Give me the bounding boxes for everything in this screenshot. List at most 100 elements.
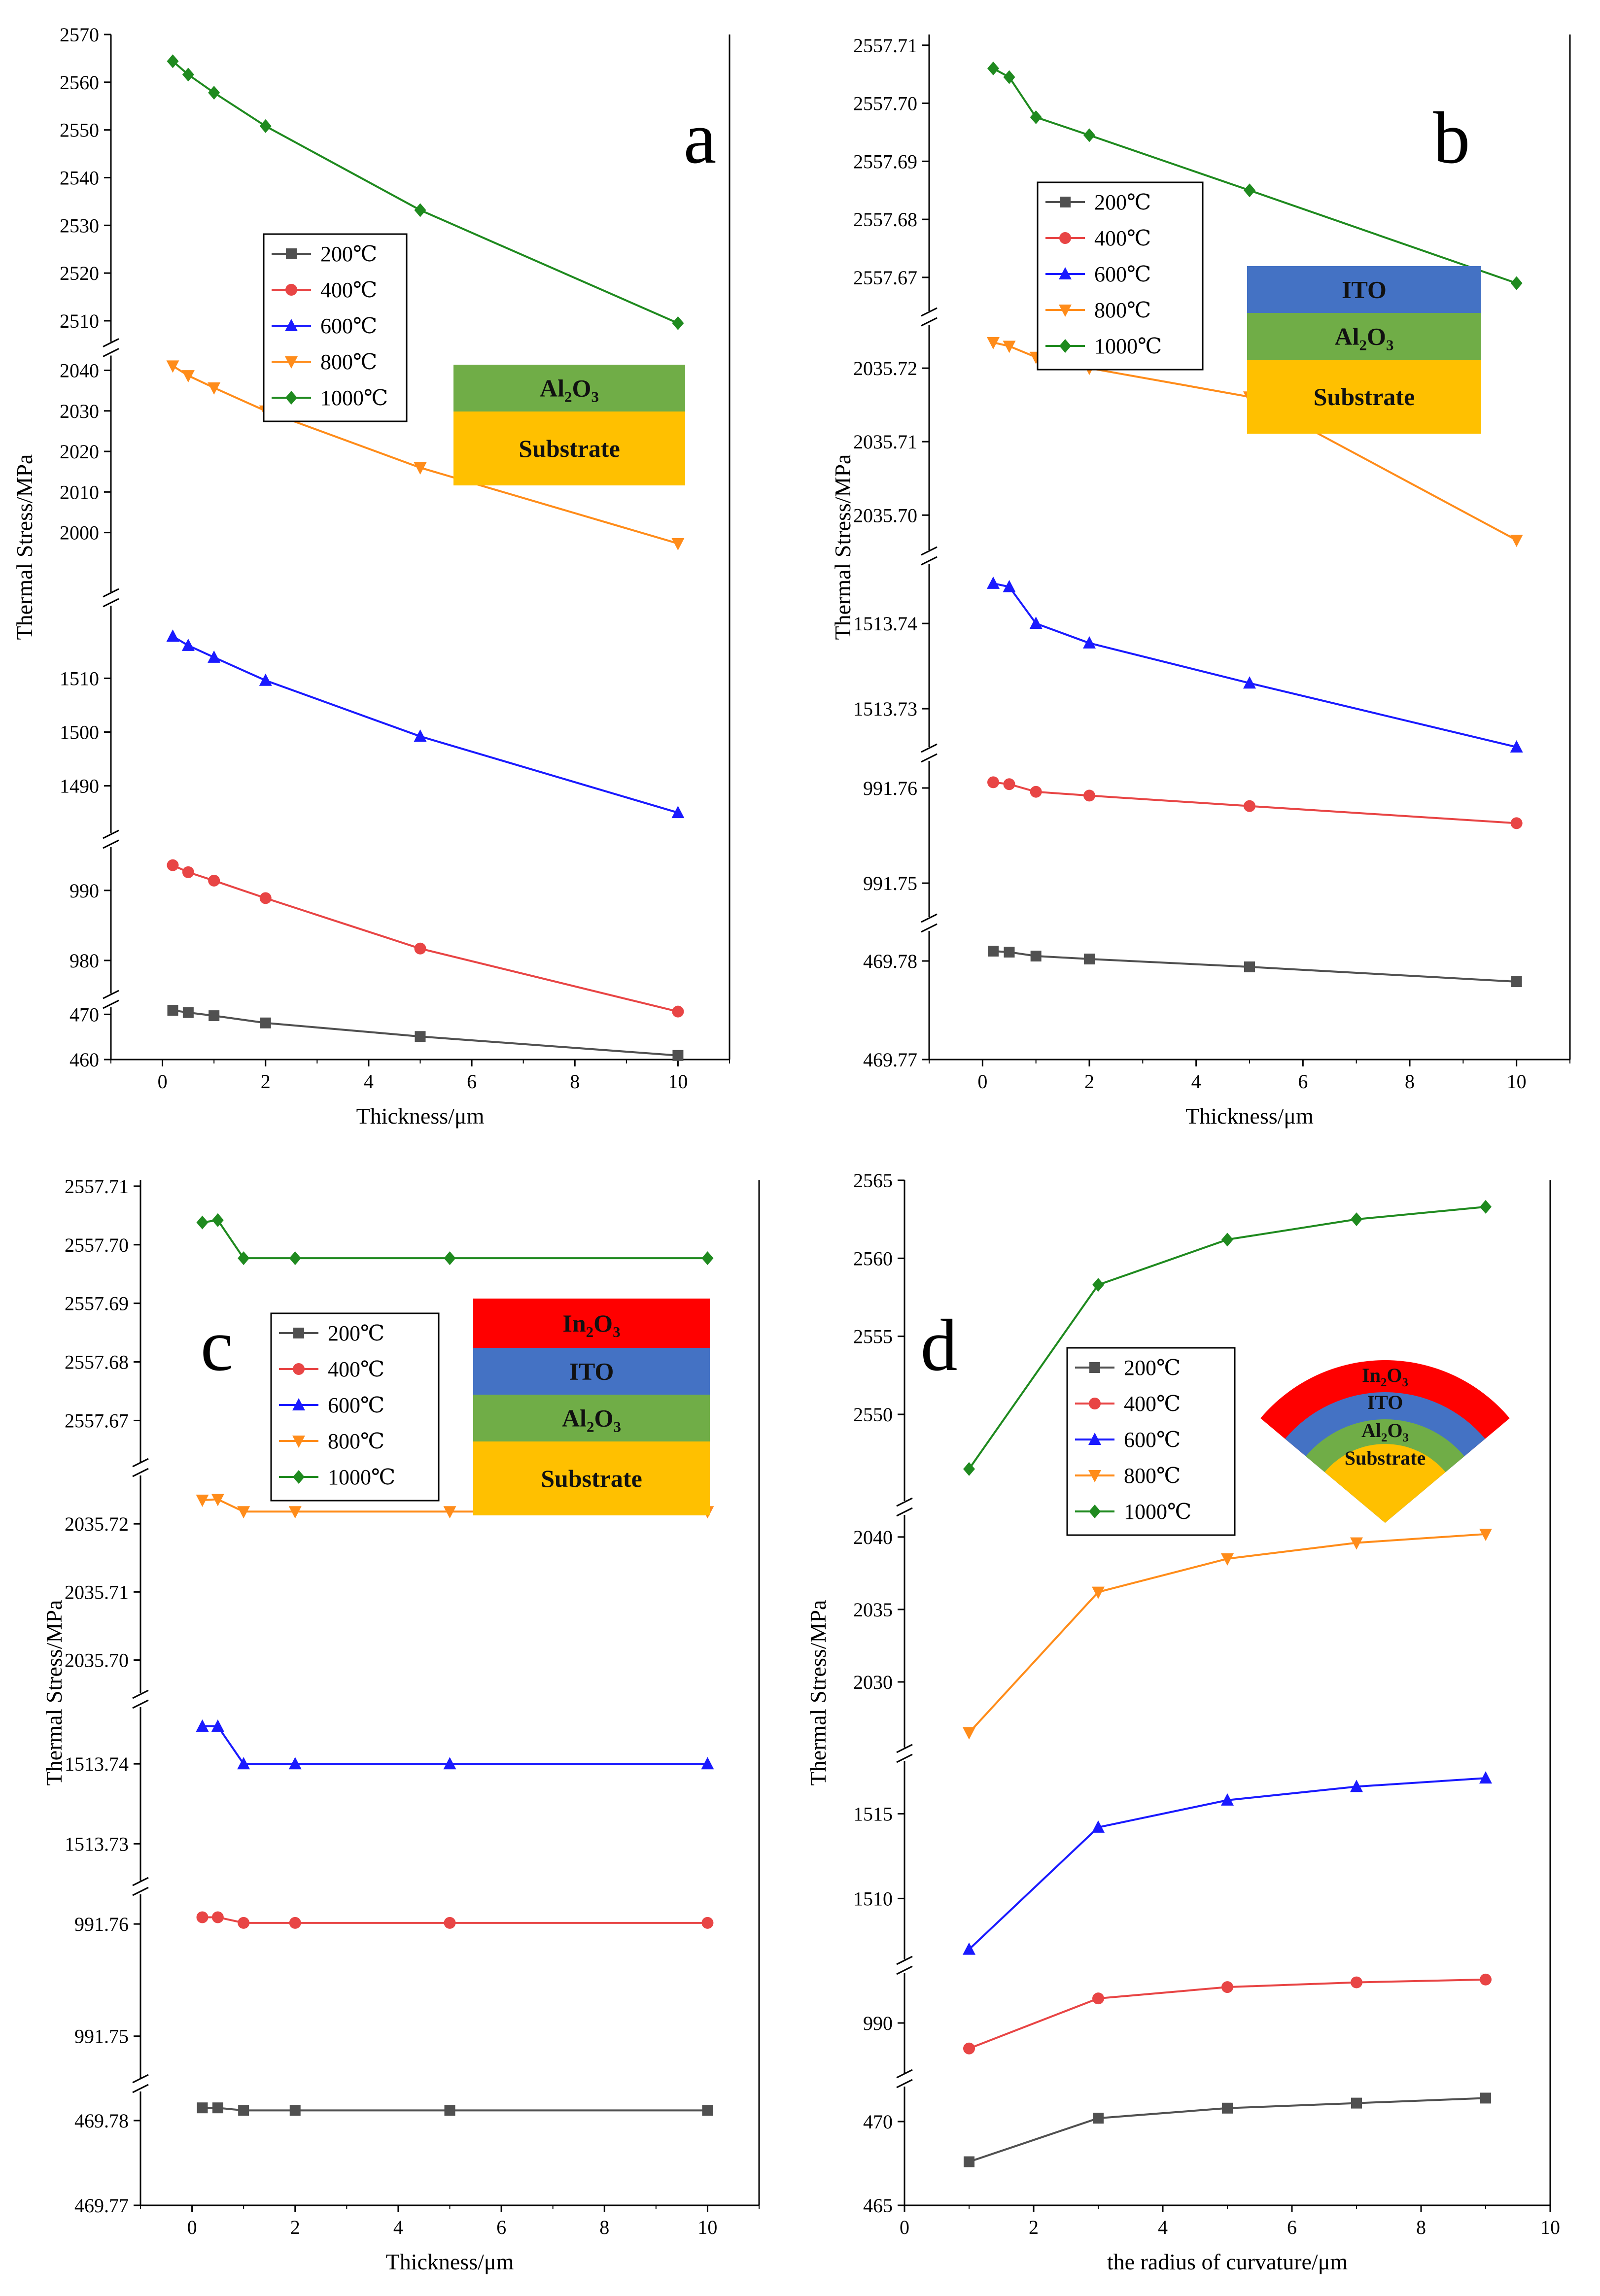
axis-break-gap	[896, 1501, 913, 1515]
y-tick-label: 2510	[60, 310, 99, 332]
data-point	[211, 1719, 224, 1732]
data-point	[288, 1506, 302, 1519]
x-tick-label: 0	[900, 2216, 909, 2238]
layer-label: ITO	[1367, 1391, 1403, 1413]
data-point	[672, 1005, 684, 1018]
series-600℃	[963, 1771, 1492, 1955]
panel-label: c	[201, 1304, 234, 1386]
y-tick-label: 2035.72	[65, 1513, 129, 1535]
series-line	[202, 1725, 708, 1765]
data-point	[1083, 789, 1095, 802]
data-point	[167, 859, 179, 871]
data-point	[414, 729, 427, 742]
data-point	[963, 1462, 975, 1476]
series-400℃	[167, 859, 684, 1018]
layer-In2O3	[473, 1299, 710, 1348]
x-axis-title: Thickness/μm	[356, 1103, 485, 1129]
layer-label: Substrate	[1314, 383, 1415, 411]
data-point	[1244, 183, 1255, 198]
x-tick-label: 10	[1507, 1070, 1527, 1093]
axis-break-mark	[921, 546, 938, 556]
axis-break-mark	[921, 913, 938, 923]
axis-break-mark	[132, 1458, 149, 1468]
chart-panel-b: 2557.67 2557.68 2557.69 2557.70 2557.71 2035.…	[830, 34, 1571, 1129]
layer-label: Al2O3	[540, 375, 599, 406]
legend-label: 600℃	[1094, 262, 1151, 286]
axis-break-gap	[896, 2073, 913, 2087]
legend-marker	[1059, 232, 1071, 244]
data-point	[672, 316, 684, 330]
axis-break-gap	[132, 1881, 149, 1894]
legend: 200℃ 400℃ 600℃ 800℃ 1000℃	[1066, 1347, 1236, 1536]
data-point	[182, 68, 194, 82]
legend-label: 400℃	[1124, 1392, 1181, 1416]
data-point	[1093, 2113, 1104, 2124]
data-point	[1083, 128, 1095, 142]
data-point	[211, 1213, 224, 1227]
legend-marker	[1088, 1433, 1101, 1445]
axis-break-mark	[896, 1744, 913, 1753]
y-tick-label: 2520	[60, 262, 99, 284]
chart-panel-d: 2550 2555 2560 2565 2030 2035 2040 1510 1515 990 4…	[805, 1169, 1560, 2274]
series-line	[172, 635, 678, 814]
legend-marker	[293, 1470, 305, 1484]
data-point	[443, 1757, 456, 1770]
legend-label: 1000℃	[320, 386, 388, 410]
y-tick-label: 2565	[853, 1169, 893, 1192]
axis-break-gap	[102, 833, 120, 847]
axis-break-gap	[102, 994, 120, 1007]
data-point	[259, 673, 272, 686]
legend-marker	[1089, 1362, 1100, 1373]
layer-ITO	[473, 1348, 710, 1395]
data-point	[208, 650, 221, 663]
data-point	[259, 119, 272, 133]
y-tick-label: 2035.70	[65, 1649, 129, 1672]
data-point	[1084, 954, 1095, 964]
legend-marker	[293, 1363, 305, 1375]
series-1000℃	[963, 1199, 1492, 1476]
data-point	[181, 638, 195, 651]
data-point	[211, 1911, 224, 1923]
y-tick-label: 470	[863, 2111, 893, 2133]
axis-break-mark	[132, 1468, 149, 1477]
axis-break-gap	[102, 342, 120, 356]
data-point	[702, 2105, 713, 2116]
axis-break-mark	[103, 990, 119, 999]
axis-break-mark	[103, 999, 119, 1009]
y-axis-title: Thermal Stress/MPa	[41, 1600, 67, 1786]
axis-break-mark	[132, 1877, 149, 1886]
data-point	[672, 1050, 684, 1061]
series-600℃	[166, 629, 685, 819]
axis-break-gap	[920, 747, 938, 761]
y-tick-label: 990	[70, 880, 99, 902]
data-point	[196, 1911, 209, 1923]
x-tick-label: 6	[1298, 1070, 1308, 1093]
axis-break-mark	[896, 1507, 913, 1517]
layer-label: ITO	[1342, 276, 1387, 304]
data-point	[212, 2102, 223, 2114]
data-point	[671, 538, 685, 550]
series-600℃	[196, 1719, 714, 1770]
data-point	[208, 382, 221, 395]
data-point	[238, 1251, 250, 1266]
layer-ITO	[1247, 266, 1481, 313]
layer-Substrate	[453, 411, 685, 485]
y-tick-label: 2030	[853, 1671, 893, 1693]
legend-marker	[1059, 305, 1072, 317]
data-point	[289, 1917, 301, 1929]
data-point	[1030, 951, 1042, 961]
y-tick-label: 1500	[60, 721, 99, 743]
data-point	[237, 1757, 250, 1770]
y-tick-label: 2020	[60, 441, 99, 463]
y-tick-label: 2030	[60, 400, 99, 422]
data-point	[964, 2156, 974, 2167]
data-point	[167, 1005, 178, 1016]
axis-break-mark	[103, 348, 119, 357]
legend-label: 400℃	[320, 278, 377, 302]
legend-label: 1000℃	[328, 1465, 395, 1489]
data-point	[415, 1031, 426, 1042]
y-tick-label: 991.76	[74, 1913, 129, 1935]
layer-label: Substrate	[541, 1465, 642, 1492]
